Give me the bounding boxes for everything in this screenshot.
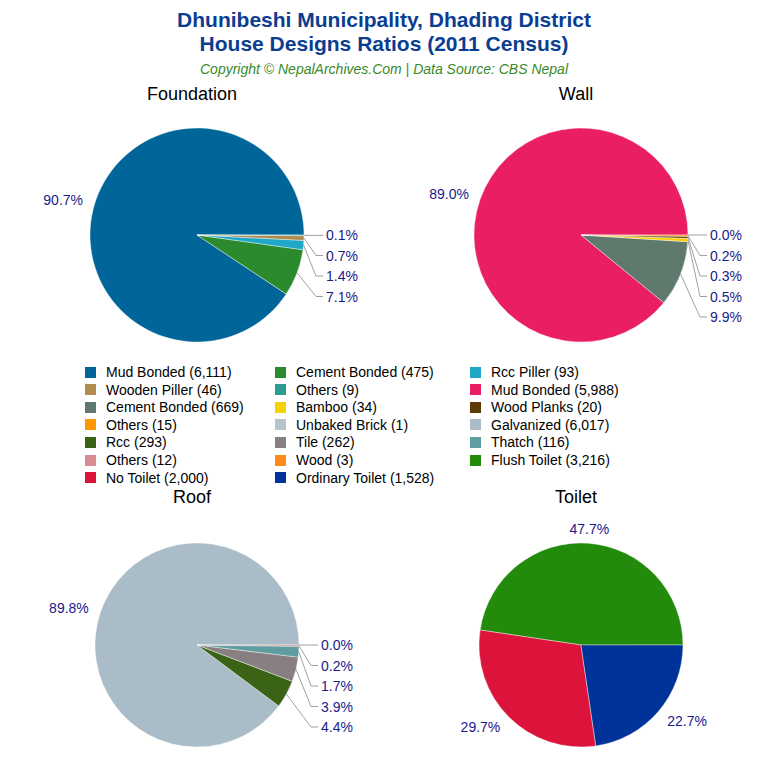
html-text:Mud Bonded (5,988): Mud Bonded (5,988) [491,381,619,398]
html-text:Others (15): Others (15) [106,416,177,433]
html-text:Dhunibeshi Municipality, Dhadi: Dhunibeshi Municipality, Dhading Distric… [177,8,591,31]
html-text:Ordinary Toilet (1,528): Ordinary Toilet (1,528) [296,469,435,486]
svg-text:0.0%: 0.0% [321,637,353,653]
svg-text:4.4%: 4.4% [321,719,353,735]
html-text:House Designs Ratios (2011 Cen: House Designs Ratios (2011 Census) [199,32,569,55]
html-text:Rcc Piller (93): Rcc Piller (93) [491,364,579,380]
svg-text:22.7%: 22.7% [667,713,707,729]
svg-text:9.9%: 9.9% [710,309,742,325]
svg-text:1.4%: 1.4% [326,268,358,284]
html-text:Wood (3): Wood (3) [296,452,354,468]
svg-text:0.2%: 0.2% [710,248,742,264]
svg-text:89.0%: 89.0% [429,186,469,202]
html-text:Others (9): Others (9) [296,381,359,398]
svg-text:0.7%: 0.7% [326,248,358,264]
html-text:Wooden Piller (46): Wooden Piller (46) [106,381,222,398]
svg-text:3.9%: 3.9% [321,699,353,715]
html-text:Roof: Roof [173,487,211,507]
svg-text:7.1%: 7.1% [326,289,358,305]
html-text:Tile (262): Tile (262) [296,434,355,451]
svg-text:90.7%: 90.7% [43,192,83,208]
svg-text:1.7%: 1.7% [321,678,353,694]
html-text:Toilet: Toilet [555,487,597,507]
html-text:Unbaked Brick (1): Unbaked Brick (1) [296,416,408,433]
html-text:Wood Planks (20): Wood Planks (20) [491,399,602,416]
svg-text:0.2%: 0.2% [321,658,353,674]
svg-text:89.8%: 89.8% [49,600,89,616]
html-text:Cement Bonded (475): Cement Bonded (475) [296,364,434,380]
svg-text:47.7%: 47.7% [570,521,610,537]
html-text:Copyright © NepalArchives.Com: Copyright © NepalArchives.Com | Data Sou… [200,61,568,77]
html-text:Cement Bonded (669): Cement Bonded (669) [106,399,244,416]
html-text:No Toilet (2,000): No Toilet (2,000) [106,469,209,486]
html-text:Rcc (293): Rcc (293) [106,434,167,451]
svg-text:0.3%: 0.3% [710,268,742,284]
html-text:Others (12): Others (12) [106,452,177,468]
html-text:Galvanized (6,017): Galvanized (6,017) [491,416,610,433]
html-text:Wall: Wall [558,84,594,104]
html-text:Foundation: Foundation [147,84,237,104]
html-text:Bamboo (34): Bamboo (34) [296,399,377,416]
html-text:Mud Bonded (6,111): Mud Bonded (6,111) [106,364,232,380]
html-text:Flush Toilet (3,216): Flush Toilet (3,216) [491,452,610,468]
html-text:Thatch (116): Thatch (116) [491,434,570,451]
svg-text:29.7%: 29.7% [461,719,501,735]
svg-text:0.5%: 0.5% [710,289,742,305]
svg-text:0.1%: 0.1% [326,227,358,243]
svg-text:0.0%: 0.0% [710,227,742,243]
